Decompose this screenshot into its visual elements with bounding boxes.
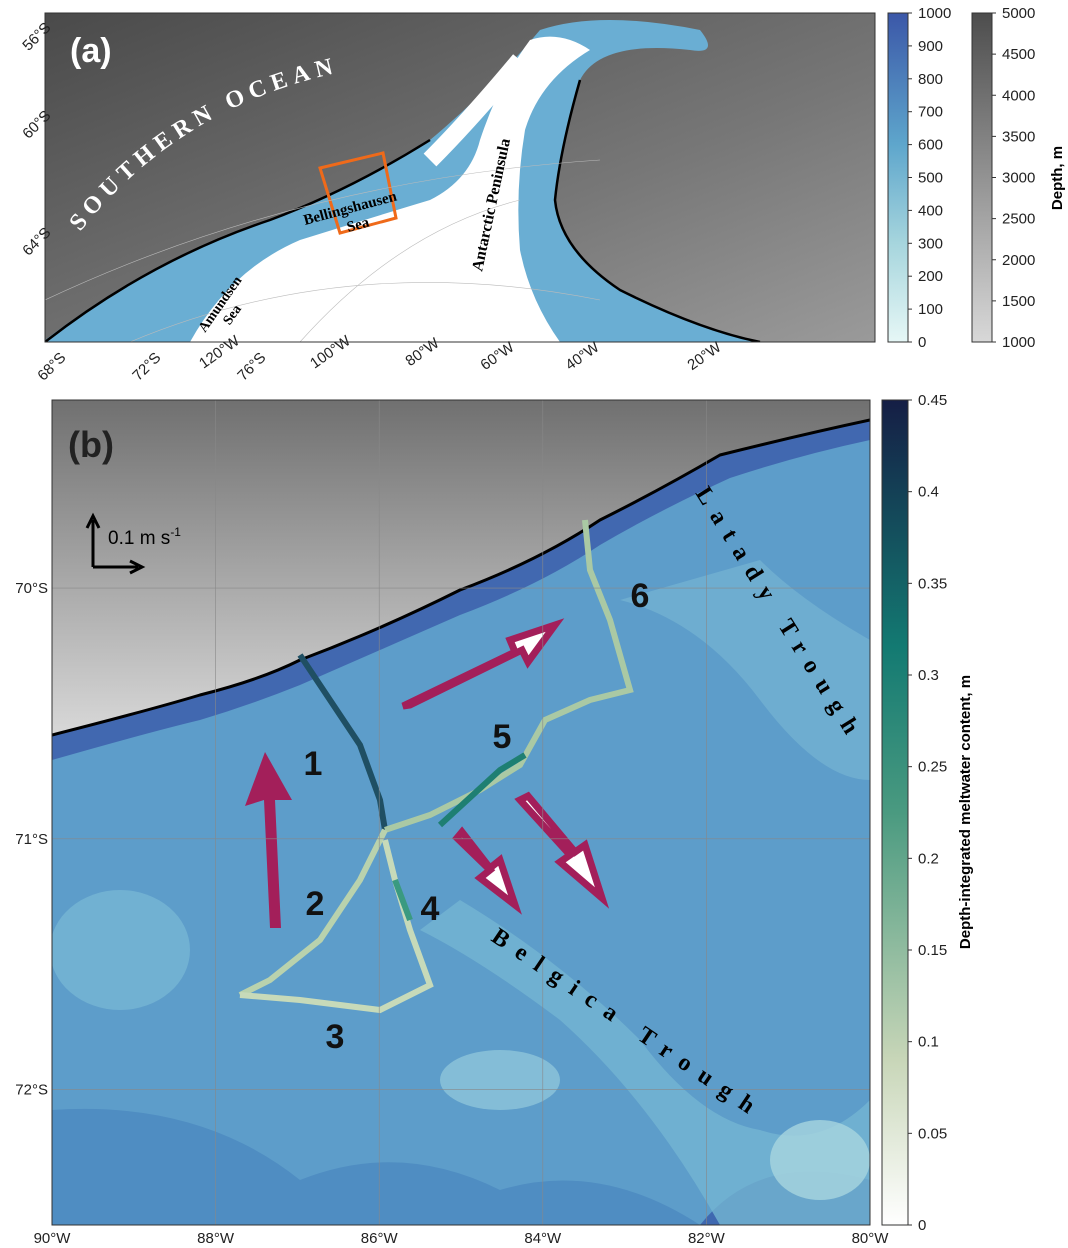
map-a <box>45 13 875 342</box>
colorbar-tick-label: 1000 <box>1002 334 1035 351</box>
section-label: 4 <box>421 890 440 928</box>
x-tick-label: 90°W <box>34 1230 72 1247</box>
meltwater-colorbar-label: Depth-integrated meltwater content, m <box>957 675 974 949</box>
colorbar-tick-label: 600 <box>918 137 943 154</box>
colorbar-tick-label: 0.25 <box>918 759 947 776</box>
colorbar-tick-label: 900 <box>918 38 943 55</box>
colorbar-tick-label: 4500 <box>1002 46 1035 63</box>
colorbar-tick-label: 0.3 <box>918 667 939 684</box>
scale-sup: -1 <box>170 525 181 539</box>
colorbar-tick-label: 400 <box>918 202 943 219</box>
panel-label: (a) <box>70 32 112 70</box>
colorbar-tick-label: 100 <box>918 301 943 318</box>
colorbar-tick-label: 2500 <box>1002 211 1035 228</box>
lon-label: 20°W <box>684 338 725 374</box>
y-tick-label: 70°S <box>15 580 48 597</box>
colorbar-tick-label: 0 <box>918 1217 926 1234</box>
colorbar-tick-label: 3000 <box>1002 170 1035 187</box>
colorbar-tick-label: 4000 <box>1002 87 1035 104</box>
colorbar-tick-label: 300 <box>918 235 943 252</box>
colorbar-tick-label: 2000 <box>1002 252 1035 269</box>
x-tick-label: 82°W <box>688 1230 726 1247</box>
colorbar-tick-label: 800 <box>918 71 943 88</box>
meltwater-colorbar <box>882 400 908 1225</box>
lat-label: 76°S <box>234 349 269 384</box>
colorbar-tick-label: 5000 <box>1002 5 1035 22</box>
colorbar-tick-label: 500 <box>918 170 943 187</box>
colorbar-tick-label: 1000 <box>918 5 951 22</box>
scale-text: 0.1 m s <box>108 528 170 549</box>
lon-label: 60°W <box>477 338 518 374</box>
depth-colorbar <box>972 13 992 342</box>
colorbar-tick-label: 0.2 <box>918 850 939 867</box>
section-label: 2 <box>306 885 325 923</box>
x-tick-label: 84°W <box>524 1230 562 1247</box>
scale-label: 0.1 m s-1 <box>108 525 181 549</box>
x-tick-label: 88°W <box>197 1230 235 1247</box>
colorbar-tick-label: 0.45 <box>918 392 947 409</box>
panel-label: (b) <box>68 424 114 465</box>
lon-label: 40°W <box>562 338 603 374</box>
x-tick-label: 86°W <box>361 1230 399 1247</box>
colorbar-tick-label: 700 <box>918 104 943 121</box>
section-label: 5 <box>493 718 512 756</box>
lat-label: 68°S <box>34 349 69 384</box>
colorbar-tick-label: 1500 <box>1002 293 1035 310</box>
lat-label: 72°S <box>129 349 164 384</box>
colorbar-tick-label: 0.15 <box>918 942 947 959</box>
section-label: 3 <box>326 1018 345 1056</box>
colorbar-tick-label: 0.1 <box>918 1034 939 1051</box>
colorbar-tick-label: 0.05 <box>918 1125 947 1142</box>
colorbar-tick-label: 3500 <box>1002 128 1035 145</box>
colorbar-tick-label: 0.35 <box>918 575 947 592</box>
section-label: 6 <box>631 577 650 615</box>
bathy-colorbar <box>888 13 908 342</box>
colorbar-tick-label: 0.4 <box>918 484 939 501</box>
x-tick-label: 80°W <box>852 1230 890 1247</box>
depth-colorbar-label: Depth, m <box>1049 146 1066 210</box>
y-tick-label: 72°S <box>15 1082 48 1099</box>
colorbar-tick-label: 0 <box>918 334 926 351</box>
colorbar-tick-label: 200 <box>918 268 943 285</box>
figure: (a) SOUTHERN OCEAN Bellingshausen Sea An… <box>0 0 1068 1248</box>
section-label: 1 <box>304 745 323 783</box>
y-tick-label: 71°S <box>15 831 48 848</box>
